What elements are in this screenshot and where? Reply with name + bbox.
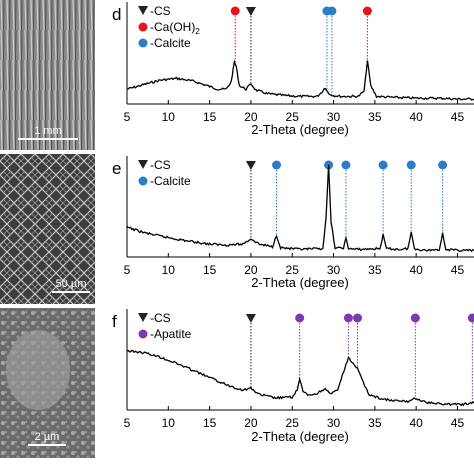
legend-label: -CS: [150, 158, 171, 172]
x-tick-label: 5: [124, 110, 131, 124]
peak-marker: [272, 160, 282, 170]
legend-prefix: -: [150, 174, 154, 188]
legend-label: -CS: [150, 311, 171, 325]
x-tick-label: 40: [409, 110, 423, 124]
x-tick-label: 30: [327, 416, 341, 430]
scale-label: 2 µm: [35, 431, 60, 443]
peak-marker: [343, 313, 353, 323]
legend-name: Calcite: [154, 174, 191, 188]
xrd-chart-d: 5 10 15 20 25 30 35 40 452-Theta (degree)d -CS-Ca…: [112, 2, 474, 137]
x-tick-label: 15: [203, 263, 217, 277]
xrd-chart-f: 5 10 15 20 25 30 35 40 452-Theta (degree)f -CS-Ap…: [112, 309, 474, 444]
x-tick-label: 20: [244, 263, 258, 277]
legend-label: -Calcite: [150, 174, 191, 188]
panel-label: e: [112, 159, 121, 178]
legend-label: -Ca(OH)2: [150, 20, 200, 36]
peak-marker: [406, 160, 416, 170]
legend-label: -Calcite: [150, 36, 191, 50]
x-tick-label: 5: [124, 263, 131, 277]
legend-prefix: -: [150, 311, 154, 325]
legend-label: -Apatite: [150, 327, 192, 341]
cs-peak-marker: [245, 161, 256, 170]
x-tick-label: 40: [409, 263, 423, 277]
cs-peak-marker: [245, 314, 256, 323]
x-tick-label: 10: [162, 416, 176, 430]
x-axis-label: 2-Theta (degree): [251, 429, 349, 444]
x-tick-label: 35: [368, 110, 382, 124]
sem-image-fibers: 1 mm: [0, 0, 95, 150]
legend-triangle-icon: [138, 313, 148, 322]
scale-label: 1 mm: [34, 125, 62, 137]
legend-circle-icon: [138, 38, 148, 48]
x-tick-label: 15: [203, 416, 217, 430]
x-tick-label: 25: [286, 416, 300, 430]
peak-marker: [438, 160, 448, 170]
x-tick-label: 25: [286, 263, 300, 277]
legend-triangle-icon: [138, 6, 148, 15]
peak-marker: [362, 6, 372, 16]
x-tick-label: 10: [162, 263, 176, 277]
x-tick-label: 35: [368, 416, 382, 430]
peak-marker: [353, 313, 363, 323]
sem-image-mesh: 50 µm: [0, 154, 95, 304]
x-tick-label: 30: [327, 110, 341, 124]
sem-image-grains: 2 µm: [0, 308, 95, 458]
legend-name: Ca(OH): [154, 20, 195, 34]
legend-circle-icon: [138, 329, 148, 339]
scale-label: 50 µm: [56, 278, 87, 290]
x-tick-label: 15: [203, 110, 217, 124]
x-tick-label: 45: [451, 416, 465, 430]
x-tick-label: 5: [124, 416, 131, 430]
panel-label: f: [112, 312, 117, 331]
xrd-trace-line: [126, 164, 474, 253]
x-tick-label: 25: [286, 110, 300, 124]
legend-name: CS: [154, 158, 171, 172]
legend-subscript: 2: [195, 27, 200, 36]
peak-marker: [378, 160, 388, 170]
x-tick-label: 20: [244, 110, 258, 124]
x-tick-label: 45: [451, 263, 465, 277]
peak-marker: [230, 6, 240, 16]
legend-name: Apatite: [154, 327, 192, 341]
peak-marker: [295, 313, 305, 323]
x-axis-label: 2-Theta (degree): [251, 275, 349, 290]
x-tick-label: 10: [162, 110, 176, 124]
x-tick-label: 30: [327, 263, 341, 277]
x-tick-label: 40: [409, 416, 423, 430]
legend-label: -CS: [150, 4, 171, 18]
peak-marker: [341, 160, 351, 170]
xrd-trace-line: [126, 59, 474, 101]
legend-prefix: -: [150, 4, 154, 18]
legend-prefix: -: [150, 20, 154, 34]
legend-name: Calcite: [154, 36, 191, 50]
x-tick-label: 45: [451, 110, 465, 124]
peak-marker: [327, 6, 337, 16]
panel-label: d: [112, 5, 121, 24]
x-tick-label: 35: [368, 263, 382, 277]
legend-prefix: -: [150, 158, 154, 172]
xrd-chart-e: 5 10 15 20 25 30 35 40 452-Theta (degree)e -CS-Ca…: [112, 156, 474, 290]
legend-prefix: -: [150, 36, 154, 50]
legend-name: CS: [154, 311, 171, 325]
x-tick-label: 20: [244, 416, 258, 430]
x-axis-label: 2-Theta (degree): [251, 122, 349, 137]
peak-marker: [410, 313, 420, 323]
legend-circle-icon: [138, 22, 148, 32]
peak-marker: [467, 313, 474, 323]
legend-name: CS: [154, 4, 171, 18]
cs-peak-marker: [245, 7, 256, 16]
legend-triangle-icon: [138, 160, 148, 169]
legend-circle-icon: [138, 176, 148, 186]
legend-prefix: -: [150, 327, 154, 341]
xrd-trace-line: [126, 349, 474, 407]
